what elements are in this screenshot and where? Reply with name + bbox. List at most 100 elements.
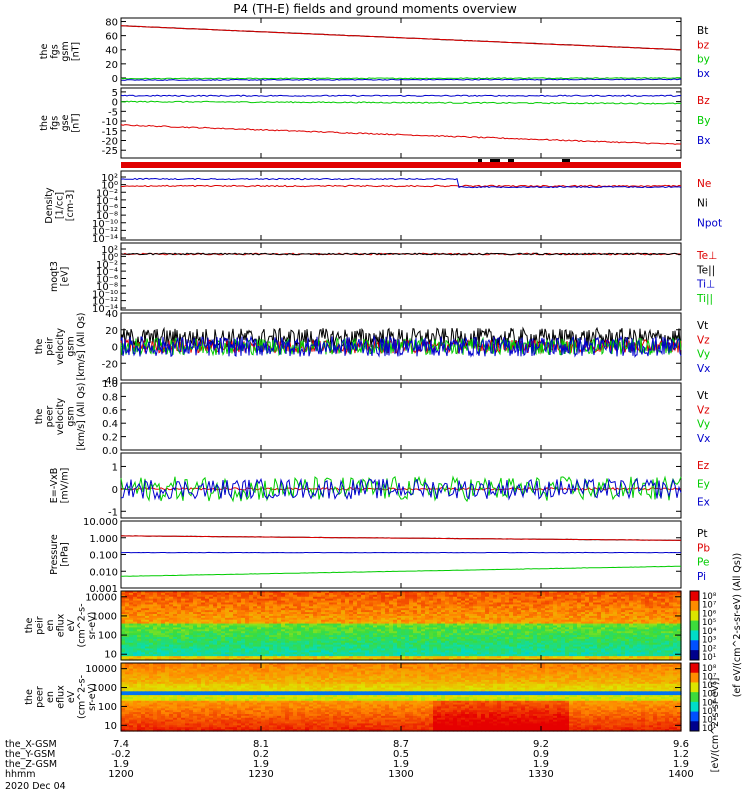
x-axis: the_X-GSM 7.4 8.1 8.7 9.2 9.6 the_Y-GSM -0.2 0.2… <box>5 739 694 792</box>
legend-Pi: Pi <box>697 571 706 583</box>
legend-Vt: Vt <box>697 390 708 402</box>
ylabel-line: the <box>24 689 35 705</box>
y-tick-label: 10 <box>104 650 117 661</box>
legend-Vt: Vt <box>697 320 708 332</box>
y-tick-label: 0 <box>112 485 118 496</box>
legend-Te⊥: Te⊥ <box>696 250 717 262</box>
series-Vt <box>120 326 682 349</box>
y-tick-label: 0.001 <box>89 584 118 595</box>
y-tick-label: 10⁻¹⁴ <box>92 304 118 315</box>
y-tick-label: 10⁻⁴ <box>96 267 118 278</box>
y-tick-label: 10.000 <box>83 517 118 528</box>
panel-fgs_gse: the fgs gse [nT] 50-5-10-15-20-25 Bz By Bx <box>39 87 710 159</box>
y-tick-label: 10⁻² <box>96 188 118 199</box>
colorbar-tick: 10² <box>702 644 716 654</box>
panel-pressure: Pressure [nPa] 10.000 1.000 0.100 0.010 0.001 P… <box>49 517 710 595</box>
y-tick-label: 100 <box>98 631 117 642</box>
ylabel-line: eflux <box>56 613 67 637</box>
ylabel-line: the <box>34 409 45 425</box>
y-tick-label: 40 <box>105 46 118 57</box>
ylabel-line: Density <box>44 187 55 223</box>
y-tick-label: 1 <box>112 462 118 473</box>
ylabel-line: [nT] <box>71 42 82 61</box>
y-tick-label: 10⁻⁴ <box>96 196 118 207</box>
xaxis-value: 1.9 <box>533 759 549 770</box>
xaxis-value: -0.2 <box>111 749 131 760</box>
heatmap-cells <box>121 663 682 732</box>
xaxis-value: 7.4 <box>113 739 129 750</box>
xaxis-date: 2020 Dec 04 <box>5 781 66 792</box>
panel-efield: E=-VxB [mV/m] 1 0 -1 Ez Ey Ex <box>49 452 710 519</box>
panel-fgs_gsm: the fgs gsm [nT] 0 20 40 60 80 Bt bz by bx <box>39 17 710 86</box>
xaxis-value: 1.2 <box>673 749 689 760</box>
xaxis-value: 1400 <box>668 769 693 780</box>
y-tick-label: 1000 <box>92 683 117 694</box>
xaxis-row-label: the_Z-GSM <box>5 759 57 770</box>
y-tick-label: 10000 <box>85 592 117 603</box>
y-tick-label: 1.000 <box>89 534 118 545</box>
xaxis-value: 0.9 <box>533 749 549 760</box>
series-Pe <box>120 565 681 577</box>
colorbar-tick: 10³ <box>702 707 716 717</box>
ylabel-line: eflux <box>56 685 67 709</box>
ylabel-line: peer <box>35 686 46 708</box>
colorbars: 10⁸10⁷10⁶10⁵10⁴10³10²10¹10⁸10⁷10⁶10⁵10⁴1… <box>689 553 743 773</box>
colorbar-tick: 10⁶ <box>702 681 717 691</box>
y-tick-label: 10² <box>101 173 118 184</box>
legend-Te||: Te|| <box>696 264 715 276</box>
ylabel-line: [nPa] <box>60 542 71 567</box>
y-tick-label: -20 <box>102 359 118 370</box>
ylabel-line: sr-eV) <box>87 612 98 640</box>
y-tick-label: -5 <box>108 107 118 118</box>
xaxis-value: 1300 <box>388 769 413 780</box>
xaxis-value: 9.6 <box>673 739 689 750</box>
y-tick-label: 10⁻⁶ <box>96 204 118 215</box>
ylabel-line: peir <box>35 616 46 635</box>
ylabel-line: en <box>45 620 56 632</box>
colorbar-tick: 10⁵ <box>702 618 716 628</box>
y-tick-label: 0.100 <box>89 551 118 562</box>
ylabel-line: (cm^2-s- <box>77 604 88 648</box>
series-Vx <box>120 334 682 358</box>
xaxis-value: 0.5 <box>393 749 409 760</box>
flag-bar <box>121 159 681 168</box>
y-tick-label: 0.8 <box>102 392 118 403</box>
legend-Ey: Ey <box>697 478 710 490</box>
legend-Pt: Pt <box>697 528 707 540</box>
series-by <box>120 77 682 80</box>
xaxis-value: 8.1 <box>253 739 269 750</box>
ylabel-line: the <box>39 115 50 131</box>
y-tick-label: 20 <box>105 326 118 337</box>
y-tick-label: 5 <box>112 88 118 99</box>
legend-Vy: Vy <box>697 349 710 361</box>
colorbar-tick: 10⁵ <box>702 690 716 700</box>
xaxis-value: 1.9 <box>393 759 409 770</box>
colorbar-tick: 10² <box>702 715 716 725</box>
xaxis-row-label: the_X-GSM <box>5 739 57 750</box>
colorbar-tick: 10⁷ <box>702 673 717 683</box>
y-tick-label: -15 <box>102 127 118 138</box>
heatmap-cells <box>121 591 682 661</box>
ylabel-line: en <box>45 691 56 703</box>
legend-Ni: Ni <box>697 198 708 210</box>
ylabel-line: velocity <box>55 398 66 436</box>
xaxis-value: 9.2 <box>533 739 549 750</box>
legend-by: by <box>697 54 710 66</box>
legend-Vz: Vz <box>697 334 710 346</box>
ylabel-line: peer <box>45 406 56 428</box>
series-By <box>120 100 682 105</box>
colorbar-label: [eV/(cm^2-s-sr-eV)] <box>710 678 721 773</box>
y-tick-label: -1 <box>108 507 118 518</box>
legend-Vy: Vy <box>697 419 710 431</box>
y-tick-label: 0.4 <box>102 419 118 430</box>
legend-Ex: Ex <box>697 497 710 509</box>
legend-Pb: Pb <box>697 542 710 554</box>
legend-Bz: Bz <box>697 95 710 107</box>
panel-peer_velocity: the peer velocity gsm [km/s] (All Qs) 1.0 0.8 0… <box>34 379 710 457</box>
ylabel-line: the <box>24 618 35 634</box>
y-tick-label: -25 <box>102 146 118 157</box>
legend-Bt: Bt <box>697 25 708 37</box>
